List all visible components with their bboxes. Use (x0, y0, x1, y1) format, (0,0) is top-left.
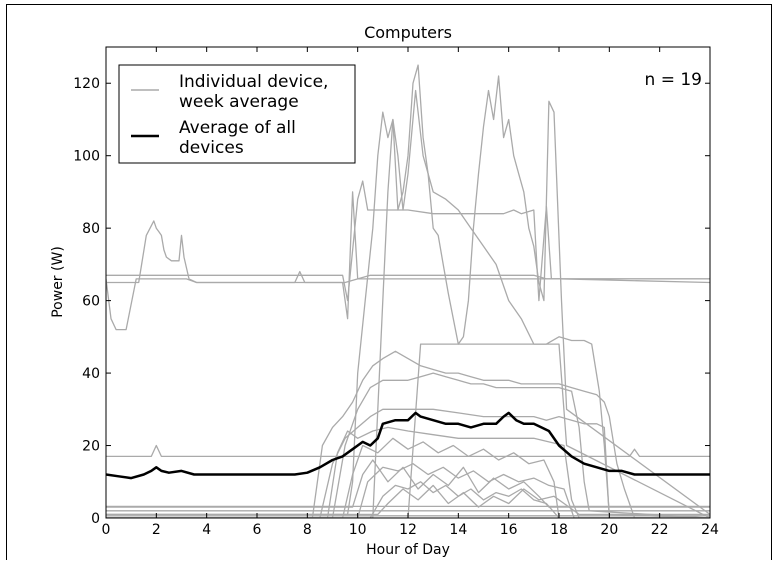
x-tick-label: 20 (600, 522, 618, 538)
x-tick-label: 12 (399, 522, 417, 538)
legend-label-2-line-2: devices (179, 138, 244, 158)
device-series-line-3 (106, 180, 710, 302)
legend-label-2-line-1: Average of all (179, 118, 296, 138)
sample-size-annotation: n = 19 (645, 70, 702, 90)
x-tick-label: 4 (202, 522, 211, 538)
device-series-line-14 (106, 459, 710, 508)
figure-frame (6, 4, 772, 560)
device-series-line-15 (106, 484, 710, 516)
legend: Individual device, week average Average o… (118, 64, 356, 164)
x-tick-label: 22 (651, 522, 669, 538)
x-tick-label: 0 (102, 522, 111, 538)
x-tick-label: 6 (253, 522, 262, 538)
device-series-line-6 (106, 336, 710, 518)
x-tick-label: 2 (152, 522, 161, 538)
chart-title: Computers (364, 23, 452, 42)
device-series-line-16 (106, 444, 710, 458)
device-series-line-7 (106, 350, 710, 518)
device-series-line-8 (106, 372, 710, 518)
device-series-line-10 (106, 426, 710, 518)
y-tick-label: 100 (73, 149, 100, 165)
device-series-line-2 (106, 270, 710, 331)
device-series-line-11 (106, 437, 710, 518)
x-tick-label: 14 (449, 522, 467, 538)
y-tick-label: 80 (82, 221, 100, 237)
y-tick-label: 0 (91, 511, 100, 527)
x-tick-label: 16 (500, 522, 518, 538)
legend-label-1-line-2: week average (179, 92, 299, 112)
x-tick-label: 8 (303, 522, 312, 538)
y-axis-label: Power (W) (50, 246, 66, 318)
y-tick-label: 120 (73, 76, 100, 92)
y-tick-label: 60 (82, 294, 100, 310)
legend-label-1-line-1: Individual device, (179, 72, 328, 92)
x-tick-label: 10 (349, 522, 367, 538)
device-series-line-1 (106, 191, 710, 320)
y-tick-label: 40 (82, 366, 100, 382)
device-series-line-13 (106, 481, 710, 518)
average-series-line (106, 411, 710, 480)
y-tick-label: 20 (82, 439, 100, 455)
series-layer (106, 64, 710, 518)
device-series-line-9 (106, 408, 710, 518)
x-tick-label: 18 (550, 522, 568, 538)
x-axis-label: Hour of Day (366, 542, 450, 558)
x-tick-label: 24 (701, 522, 719, 538)
legend-frame (118, 64, 356, 164)
